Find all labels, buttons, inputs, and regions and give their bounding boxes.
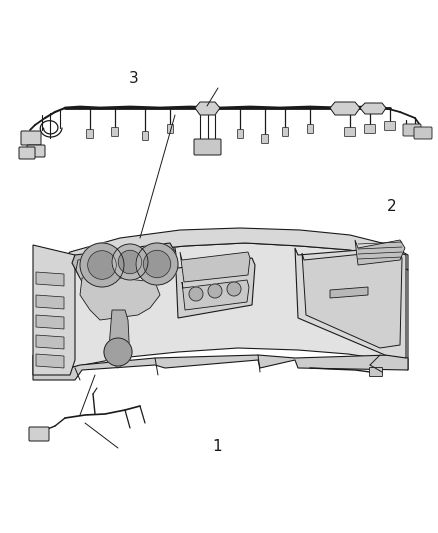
FancyBboxPatch shape xyxy=(370,367,382,376)
Polygon shape xyxy=(302,252,402,348)
Circle shape xyxy=(80,243,124,287)
Polygon shape xyxy=(80,275,160,320)
Polygon shape xyxy=(355,240,405,265)
Polygon shape xyxy=(36,354,64,368)
Text: 2: 2 xyxy=(387,199,397,214)
FancyBboxPatch shape xyxy=(403,124,421,136)
Circle shape xyxy=(208,284,222,298)
FancyBboxPatch shape xyxy=(86,130,93,139)
FancyBboxPatch shape xyxy=(167,125,173,133)
FancyBboxPatch shape xyxy=(29,427,49,441)
Circle shape xyxy=(112,244,148,280)
Circle shape xyxy=(143,251,171,278)
Polygon shape xyxy=(72,243,175,278)
Polygon shape xyxy=(38,228,408,285)
Polygon shape xyxy=(360,103,386,114)
FancyBboxPatch shape xyxy=(261,134,268,143)
FancyBboxPatch shape xyxy=(283,127,289,136)
FancyBboxPatch shape xyxy=(385,122,396,131)
FancyBboxPatch shape xyxy=(307,125,314,133)
Polygon shape xyxy=(36,335,64,349)
FancyBboxPatch shape xyxy=(142,132,148,141)
Polygon shape xyxy=(108,310,130,368)
Polygon shape xyxy=(33,245,75,375)
Circle shape xyxy=(118,251,142,274)
Polygon shape xyxy=(36,315,64,329)
Polygon shape xyxy=(180,252,250,282)
Text: 1: 1 xyxy=(212,439,222,454)
Circle shape xyxy=(136,243,178,285)
Polygon shape xyxy=(330,102,360,115)
FancyBboxPatch shape xyxy=(19,147,35,159)
Circle shape xyxy=(189,287,203,301)
Circle shape xyxy=(88,251,117,279)
Circle shape xyxy=(104,338,132,366)
Polygon shape xyxy=(36,272,64,286)
Text: 3: 3 xyxy=(129,71,138,86)
FancyBboxPatch shape xyxy=(112,127,119,136)
Polygon shape xyxy=(330,287,368,298)
Polygon shape xyxy=(38,243,408,370)
Polygon shape xyxy=(195,102,220,115)
Polygon shape xyxy=(295,248,406,358)
Polygon shape xyxy=(33,355,408,380)
Polygon shape xyxy=(36,295,64,309)
FancyBboxPatch shape xyxy=(414,127,432,139)
FancyBboxPatch shape xyxy=(27,145,45,157)
Polygon shape xyxy=(182,280,249,310)
FancyBboxPatch shape xyxy=(21,131,41,145)
Polygon shape xyxy=(175,248,255,318)
Polygon shape xyxy=(76,250,170,282)
FancyBboxPatch shape xyxy=(194,139,221,155)
FancyBboxPatch shape xyxy=(345,127,356,136)
FancyBboxPatch shape xyxy=(364,125,375,133)
FancyBboxPatch shape xyxy=(237,130,244,139)
Circle shape xyxy=(227,282,241,296)
